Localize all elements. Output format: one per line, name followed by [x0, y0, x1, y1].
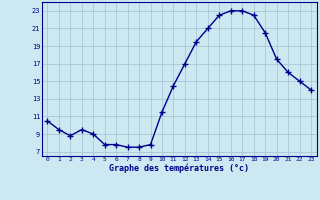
X-axis label: Graphe des températures (°c): Graphe des températures (°c) [109, 164, 249, 173]
